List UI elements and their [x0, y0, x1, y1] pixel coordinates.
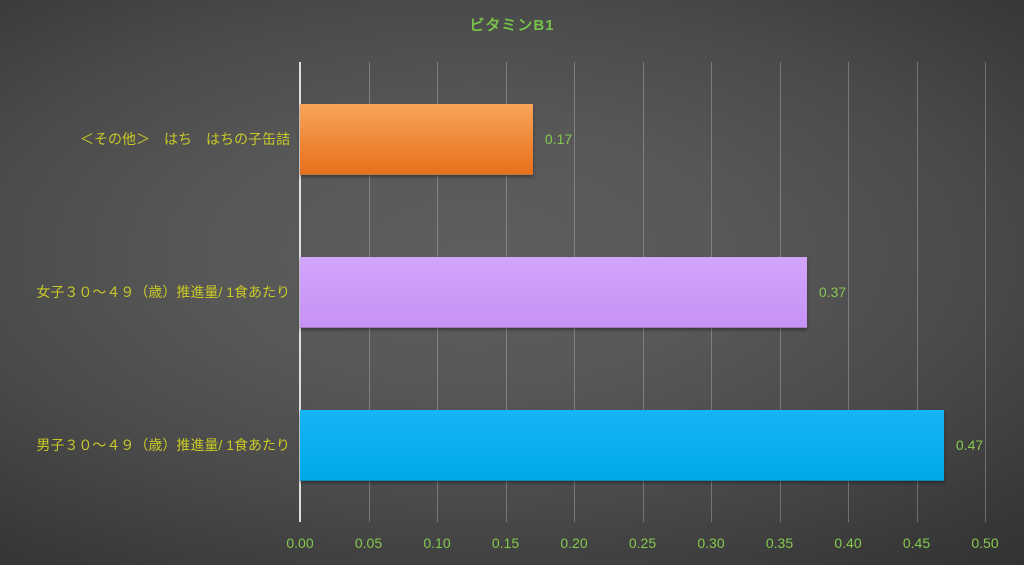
bar-0[interactable]	[300, 103, 533, 175]
bar-1[interactable]	[300, 257, 807, 328]
x-axis-tick-label: 0.00	[286, 535, 314, 551]
x-axis-tick-label: 0.10	[423, 535, 451, 551]
value-label: 0.17	[544, 130, 573, 147]
x-axis-tick-label: 0.45	[902, 535, 931, 551]
x-axis-tick-label: 0.20	[560, 535, 588, 551]
category-label: ＜その他＞ はち はちの子缶詰	[80, 130, 290, 147]
gridline	[848, 62, 849, 522]
value-label: 0.37	[818, 284, 847, 300]
chart-title: ビタミンB1	[469, 17, 555, 34]
x-axis-tick-label: 0.15	[491, 535, 520, 551]
x-axis-tick-label: 0.30	[697, 535, 725, 551]
gridline	[985, 62, 986, 522]
category-label: 女子３０～４９（歳）推進量/ 1食あたり	[36, 284, 290, 300]
x-axis-tick-label: 0.50	[971, 535, 999, 551]
x-axis-tick-label: 0.40	[834, 535, 862, 551]
bar-2[interactable]	[300, 410, 944, 482]
x-axis-tick-label: 0.05	[354, 535, 383, 551]
category-label: 男子３０～４９（歳）推進量/ 1食あたり	[36, 437, 290, 454]
x-axis-tick-label: 0.25	[628, 535, 657, 551]
gridline	[916, 62, 918, 522]
value-label: 0.47	[955, 437, 984, 454]
x-axis-tick-label: 0.35	[765, 535, 794, 551]
